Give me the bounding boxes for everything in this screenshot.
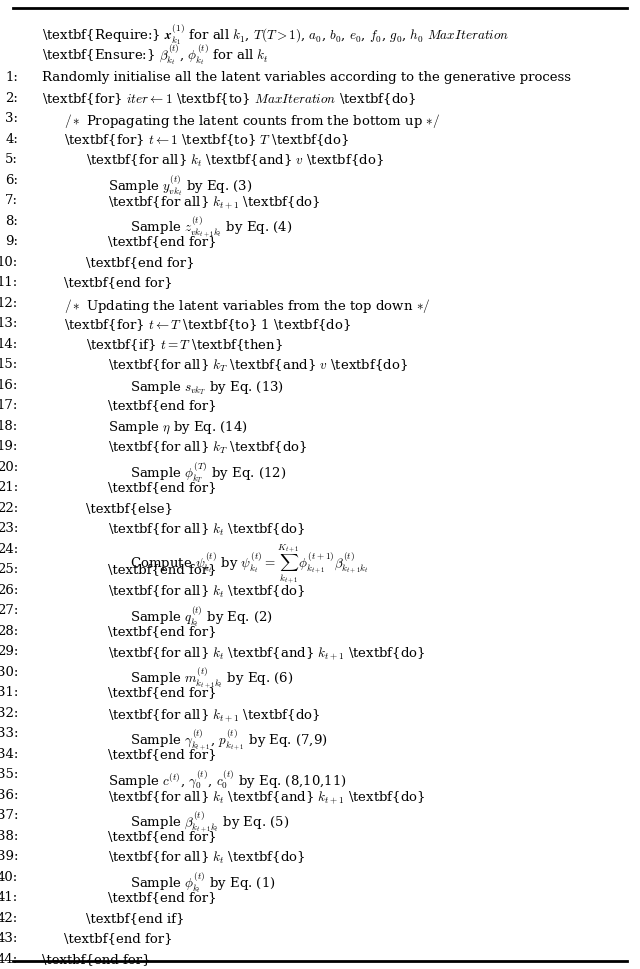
Text: Sample $\eta$ by Eq. (14): Sample $\eta$ by Eq. (14) — [108, 420, 248, 436]
Text: \textbf{end for}: \textbf{end for} — [108, 748, 216, 761]
Text: 43:: 43: — [0, 932, 18, 945]
Text: Sample $\phi^{(T)}_{k_T}$ by Eq. (12): Sample $\phi^{(T)}_{k_T}$ by Eq. (12) — [130, 460, 286, 485]
Text: \textbf{for} $t \leftarrow 1$ \textbf{to} $T$ \textbf{do}: \textbf{for} $t \leftarrow 1$ \textbf{to… — [64, 133, 349, 148]
Text: 29:: 29: — [0, 645, 18, 658]
Text: 6:: 6: — [5, 173, 18, 187]
Text: 18:: 18: — [0, 420, 18, 433]
Text: 33:: 33: — [0, 727, 18, 740]
Text: 37:: 37: — [0, 809, 18, 823]
Text: 22:: 22: — [0, 502, 18, 515]
Text: \textbf{end for}: \textbf{end for} — [108, 625, 216, 638]
Text: Sample $\beta^{(t)}_{k_{t+1}k_t}$ by Eq. (5): Sample $\beta^{(t)}_{k_{t+1}k_t}$ by Eq.… — [130, 809, 289, 834]
Text: \textbf{for} $t \leftarrow T$ \textbf{to} 1 \textbf{do}: \textbf{for} $t \leftarrow T$ \textbf{to… — [64, 317, 351, 333]
Text: \textbf{end if}: \textbf{end if} — [86, 912, 184, 924]
Text: 9:: 9: — [5, 235, 18, 248]
Text: \textbf{Ensure:} $\beta^{(t)}_{k_t}$, $\phi^{(t)}_{k_t}$ for all $k_t$: \textbf{Ensure:} $\beta^{(t)}_{k_t}$, $\… — [42, 43, 269, 67]
Text: 8:: 8: — [5, 215, 18, 228]
Text: \textbf{end for}: \textbf{end for} — [108, 891, 216, 904]
Text: \textbf{end for}: \textbf{end for} — [108, 482, 216, 494]
Text: 28:: 28: — [0, 625, 18, 638]
Text: \textbf{for all} $k_t$ \textbf{do}: \textbf{for all} $k_t$ \textbf{do} — [108, 522, 305, 539]
Text: 23:: 23: — [0, 522, 18, 535]
Text: 5:: 5: — [5, 153, 18, 167]
Text: \textbf{for all} $k_T$ \textbf{and} $v$ \textbf{do}: \textbf{for all} $k_T$ \textbf{and} $v$ … — [108, 359, 408, 374]
Text: \textbf{end for}: \textbf{end for} — [108, 563, 216, 577]
Text: 36:: 36: — [0, 789, 18, 801]
Text: 41:: 41: — [0, 891, 18, 904]
Text: 10:: 10: — [0, 256, 18, 268]
Text: \textbf{end for}: \textbf{end for} — [108, 686, 216, 700]
Text: 30:: 30: — [0, 666, 18, 678]
Text: 15:: 15: — [0, 359, 18, 371]
Text: \textbf{for} $iter \leftarrow 1$ \textbf{to} $MaxIteration$ \textbf{do}: \textbf{for} $iter \leftarrow 1$ \textbf… — [42, 92, 417, 108]
Text: \textbf{for all} $k_t$ \textbf{and} $k_{t+1}$ \textbf{do}: \textbf{for all} $k_t$ \textbf{and} $k_{… — [108, 645, 426, 662]
Text: 1:: 1: — [5, 71, 18, 84]
Text: 16:: 16: — [0, 379, 18, 391]
Text: 7:: 7: — [5, 194, 18, 207]
Text: Sample $y^{(t)}_{vk_t}$ by Eq. (3): Sample $y^{(t)}_{vk_t}$ by Eq. (3) — [108, 173, 253, 199]
Text: $/ \ast$ Propagating the latent counts from the bottom up $\ast /$: $/ \ast$ Propagating the latent counts f… — [64, 112, 440, 130]
Text: 31:: 31: — [0, 686, 18, 700]
Text: \textbf{for all} $k_t$ \textbf{do}: \textbf{for all} $k_t$ \textbf{do} — [108, 850, 305, 866]
Text: \textbf{Require:} $\boldsymbol{x}^{(1)}_{k_1}$ for all $k_1$, $T(T>1)$, $a_0$, $: \textbf{Require:} $\boldsymbol{x}^{(1)}_… — [42, 22, 509, 47]
Text: Sample $z^{(t)}_{vk_{t+1}k_t}$ by Eq. (4): Sample $z^{(t)}_{vk_{t+1}k_t}$ by Eq. (4… — [130, 215, 292, 240]
Text: Sample $\phi^{(t)}_{k_t}$ by Eq. (1): Sample $\phi^{(t)}_{k_t}$ by Eq. (1) — [130, 871, 276, 895]
Text: 14:: 14: — [0, 338, 18, 351]
Text: \textbf{end for}: \textbf{end for} — [108, 235, 216, 248]
Text: Sample $m^{(t)}_{k_{t+1}k_t}$ by Eq. (6): Sample $m^{(t)}_{k_{t+1}k_t}$ by Eq. (6) — [130, 666, 293, 691]
Text: 34:: 34: — [0, 748, 18, 761]
Text: 32:: 32: — [0, 706, 18, 720]
Text: 40:: 40: — [0, 871, 18, 884]
Text: 3:: 3: — [5, 112, 18, 125]
Text: Sample $\gamma^{(t)}_{k_{t+1}}$, $p^{(t)}_{k_{t+1}}$ by Eq. (7,9): Sample $\gamma^{(t)}_{k_{t+1}}$, $p^{(t)… — [130, 727, 328, 753]
Text: Compute $\psi^{(t)}_{k_t}$ by $\psi^{(t)}_{k_t} = \sum^{K_{t+1}}_{k_{t+1}} \phi^: Compute $\psi^{(t)}_{k_t}$ by $\psi^{(t)… — [130, 543, 369, 586]
Text: 13:: 13: — [0, 317, 18, 330]
Text: 38:: 38: — [0, 829, 18, 843]
Text: \textbf{for all} $k_t$ \textbf{and} $k_{t+1}$ \textbf{do}: \textbf{for all} $k_t$ \textbf{and} $k_{… — [108, 789, 426, 805]
Text: 4:: 4: — [5, 133, 18, 145]
Text: Randomly initialise all the latent variables according to the generative process: Randomly initialise all the latent varia… — [42, 71, 571, 84]
Text: \textbf{for all} $k_t$ \textbf{do}: \textbf{for all} $k_t$ \textbf{do} — [108, 583, 305, 600]
Text: \textbf{end for}: \textbf{end for} — [64, 276, 173, 289]
Text: \textbf{if} $t = T$ \textbf{then}: \textbf{if} $t = T$ \textbf{then} — [86, 338, 283, 354]
Text: 19:: 19: — [0, 440, 18, 453]
Text: \textbf{for all} $k_T$ \textbf{do}: \textbf{for all} $k_T$ \textbf{do} — [108, 440, 308, 456]
Text: \textbf{else}: \textbf{else} — [86, 502, 173, 515]
Text: \textbf{end for}: \textbf{end for} — [108, 399, 216, 412]
Text: 12:: 12: — [0, 297, 18, 310]
Text: \textbf{end for}: \textbf{end for} — [42, 953, 150, 966]
Text: 35:: 35: — [0, 768, 18, 781]
Text: \textbf{end for}: \textbf{end for} — [108, 829, 216, 843]
Text: Sample $s_{vk_T}$ by Eq. (13): Sample $s_{vk_T}$ by Eq. (13) — [130, 379, 284, 396]
Text: \textbf{for all} $k_{t+1}$ \textbf{do}: \textbf{for all} $k_{t+1}$ \textbf{do} — [108, 706, 321, 724]
Text: Sample $q^{(t)}_{k_t}$ by Eq. (2): Sample $q^{(t)}_{k_t}$ by Eq. (2) — [130, 605, 273, 629]
Text: \textbf{end for}: \textbf{end for} — [64, 932, 173, 945]
Text: 11:: 11: — [0, 276, 18, 289]
Text: 17:: 17: — [0, 399, 18, 412]
Text: 20:: 20: — [0, 460, 18, 474]
Text: \textbf{end for}: \textbf{end for} — [86, 256, 195, 268]
Text: 25:: 25: — [0, 563, 18, 577]
Text: 44:: 44: — [0, 953, 18, 966]
Text: \textbf{for all} $k_t$ \textbf{and} $v$ \textbf{do}: \textbf{for all} $k_t$ \textbf{and} $v$ … — [86, 153, 384, 170]
Text: 27:: 27: — [0, 605, 18, 617]
Text: 21:: 21: — [0, 482, 18, 494]
Text: $/ \ast$ Updating the latent variables from the top down $\ast /$: $/ \ast$ Updating the latent variables f… — [64, 297, 431, 315]
Text: 2:: 2: — [5, 92, 18, 105]
Text: 42:: 42: — [0, 912, 18, 924]
Text: 24:: 24: — [0, 543, 18, 555]
Text: 26:: 26: — [0, 583, 18, 597]
Text: 39:: 39: — [0, 850, 18, 863]
Text: \textbf{for all} $k_{t+1}$ \textbf{do}: \textbf{for all} $k_{t+1}$ \textbf{do} — [108, 194, 321, 211]
Text: Sample $c^{(t)}$, $\gamma^{(t)}_0$, $c^{(t)}_0$ by Eq. (8,10,11): Sample $c^{(t)}$, $\gamma^{(t)}_0$, $c^{… — [108, 768, 347, 790]
